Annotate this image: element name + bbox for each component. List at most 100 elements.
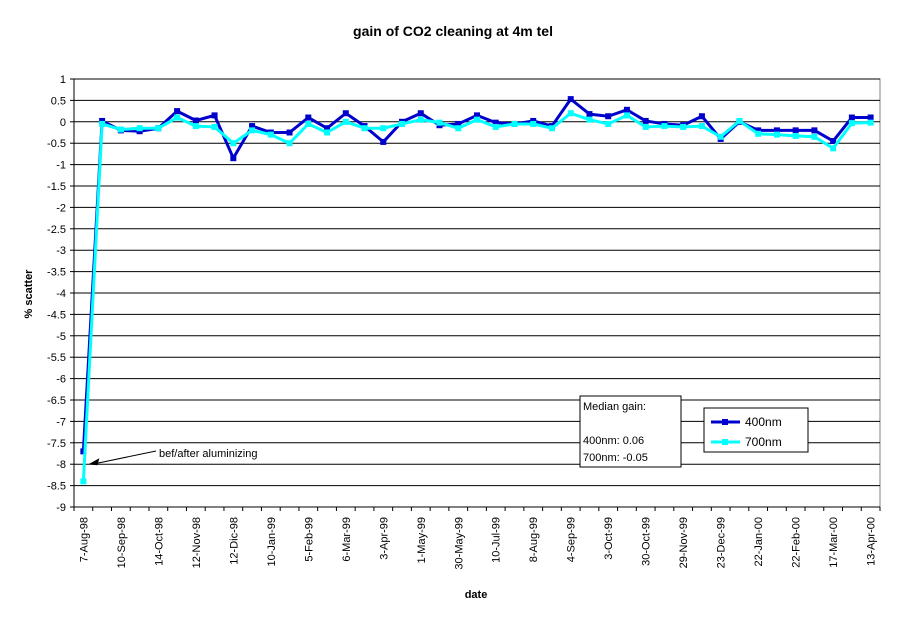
data-point-400nm xyxy=(867,114,874,121)
data-point-700nm xyxy=(698,123,705,130)
x-tick-label: 10-Sep-98 xyxy=(116,517,128,568)
data-point-700nm xyxy=(848,120,855,127)
data-point-700nm xyxy=(548,125,555,132)
x-tick-label: 22-Feb-00 xyxy=(791,517,803,568)
y-tick-label: -6 xyxy=(56,374,66,386)
y-tick-label: -3 xyxy=(56,245,66,257)
data-point-700nm xyxy=(399,120,406,127)
data-point-700nm xyxy=(249,127,256,134)
y-tick-label: -8.5 xyxy=(47,481,66,493)
chart-title: gain of CO2 cleaning at 4m tel xyxy=(353,23,553,39)
annotation-label: bef/after aluminizing xyxy=(159,448,257,460)
data-point-700nm xyxy=(99,120,106,127)
x-tick-label: 29-Nov-99 xyxy=(678,517,690,568)
x-tick-label: 5-Feb-99 xyxy=(303,517,315,562)
data-point-400nm xyxy=(642,117,649,124)
data-point-400nm xyxy=(623,106,630,113)
data-point-700nm xyxy=(474,116,480,123)
data-point-400nm xyxy=(380,138,387,145)
data-point-400nm xyxy=(455,120,462,127)
data-point-700nm xyxy=(830,145,837,152)
data-point-400nm xyxy=(792,127,799,134)
x-tick-label: 12-Dic-98 xyxy=(228,517,240,565)
data-point-400nm xyxy=(698,113,705,120)
x-tick-label: 30-Oct-99 xyxy=(641,517,653,566)
plot-area: 1 0.5 0 -0.5 -1 -1.5 -2 -2.5 -3 -3.5 -4 -4.5 -5 -5.5 -… xyxy=(47,74,881,570)
x-axis-label: date xyxy=(465,589,488,601)
y-tick-label: 1 xyxy=(60,74,66,86)
data-point-700nm xyxy=(286,140,293,147)
data-point-700nm xyxy=(136,125,143,132)
data-point-700nm xyxy=(230,140,237,147)
x-tick-label: 10-Jul-99 xyxy=(491,517,503,563)
data-point-700nm xyxy=(436,119,443,126)
data-point-700nm xyxy=(174,114,181,121)
median-box-line: Median gain: xyxy=(583,401,646,413)
y-tick-label: -9 xyxy=(56,502,66,514)
data-point-700nm xyxy=(305,120,312,127)
data-point-700nm xyxy=(867,119,874,126)
data-point-400nm xyxy=(324,125,331,132)
legend-box xyxy=(703,407,809,453)
data-point-700nm xyxy=(736,117,743,124)
data-point-700nm xyxy=(324,129,331,136)
y-tick-label: -1 xyxy=(56,160,66,172)
legend-label: 700nm xyxy=(745,435,782,449)
y-tick-label: -0.5 xyxy=(47,138,66,150)
data-point-700nm xyxy=(605,120,612,127)
x-tick-label: 12-Nov-98 xyxy=(191,517,203,568)
data-point-700nm xyxy=(567,110,574,117)
legend-swatch-marker xyxy=(722,419,728,425)
data-point-700nm xyxy=(680,123,687,130)
data-point-400nm xyxy=(474,112,480,119)
data-point-700nm xyxy=(755,130,762,137)
data-point-700nm xyxy=(717,133,724,140)
data-point-700nm xyxy=(773,131,780,138)
x-tick-label: 13-Apr-00 xyxy=(866,517,878,566)
y-tick-label: -2 xyxy=(56,202,66,214)
data-point-700nm xyxy=(267,131,274,138)
data-point-400nm xyxy=(811,127,818,134)
data-point-700nm xyxy=(792,132,799,139)
x-tick-label: 7-Aug-98 xyxy=(78,517,90,562)
y-tick-label: -7.5 xyxy=(47,438,66,450)
data-point-400nm xyxy=(773,127,780,134)
data-point-700nm xyxy=(623,112,630,119)
data-point-400nm xyxy=(249,123,256,130)
data-point-400nm xyxy=(286,129,293,136)
y-axis-label: % scatter xyxy=(23,269,35,319)
data-point-700nm xyxy=(511,120,518,127)
data-point-400nm xyxy=(605,113,612,120)
y-tick-label: -5 xyxy=(56,331,66,343)
y-tick-label: -3.5 xyxy=(47,267,66,279)
data-point-700nm xyxy=(642,123,649,130)
data-point-400nm xyxy=(80,448,87,455)
x-tick-label: 23-Dec-99 xyxy=(716,517,728,568)
y-tick-label: -4.5 xyxy=(47,309,66,321)
x-tick-label: 6-Mar-99 xyxy=(341,517,353,562)
x-tick-label: 10-Jan-99 xyxy=(266,517,278,567)
y-tick-label: -6.5 xyxy=(47,395,66,407)
data-point-700nm xyxy=(342,118,349,125)
data-point-400nm xyxy=(848,114,855,121)
data-point-700nm xyxy=(155,125,162,132)
data-point-400nm xyxy=(230,155,237,162)
y-tick-label: -4 xyxy=(56,288,66,300)
data-point-700nm xyxy=(811,133,818,140)
data-point-700nm xyxy=(417,116,424,123)
data-point-400nm xyxy=(211,112,218,119)
data-point-400nm xyxy=(342,110,349,117)
x-tick-label: 4-Sep-99 xyxy=(566,517,578,562)
data-point-400nm xyxy=(755,127,762,134)
median-box xyxy=(579,395,682,468)
annotation-arrow-line xyxy=(92,450,157,465)
data-point-400nm xyxy=(417,110,424,117)
x-tick-label: 30-May-99 xyxy=(453,517,465,570)
data-point-700nm xyxy=(117,126,124,133)
y-tick-label: -8 xyxy=(56,459,66,471)
data-point-700nm xyxy=(586,116,593,123)
y-tick-label: -1.5 xyxy=(47,181,66,193)
data-point-400nm xyxy=(567,96,574,103)
y-tick-label: 0.5 xyxy=(51,95,66,107)
y-tick-label: -5.5 xyxy=(47,352,66,364)
